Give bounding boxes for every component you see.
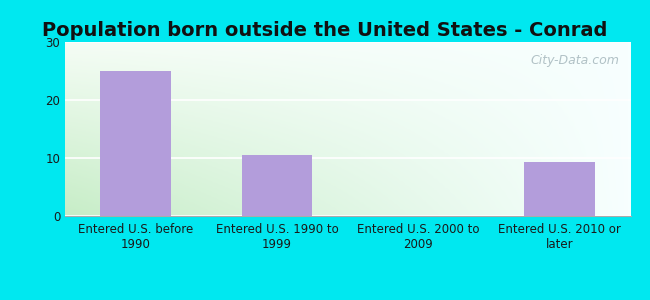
Bar (100, 71, 171, 216)
Text: City-Data.com: City-Data.com (530, 54, 619, 67)
Bar (242, 154, 313, 216)
Text: Population born outside the United States - Conrad: Population born outside the United State… (42, 21, 608, 40)
Bar (525, 162, 595, 216)
